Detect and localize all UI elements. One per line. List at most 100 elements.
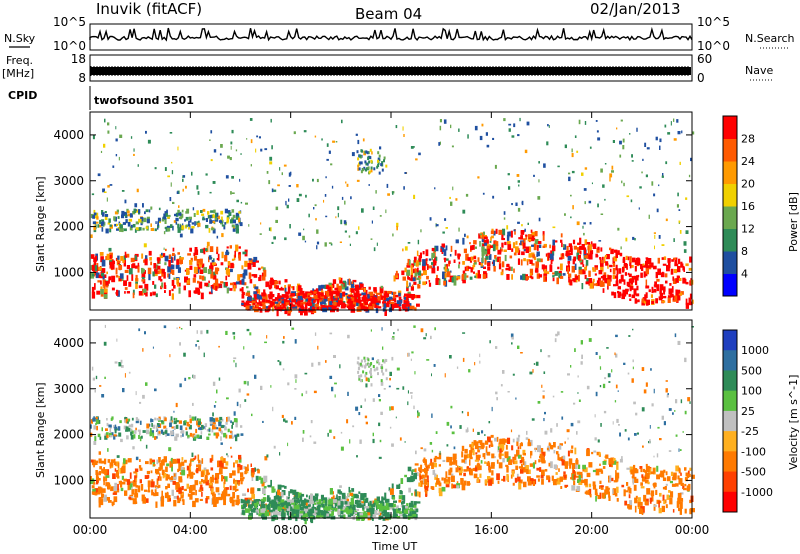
power-echo [673, 269, 678, 274]
velocity-echo [219, 416, 223, 420]
power-echo [181, 209, 184, 213]
power-echo [313, 207, 315, 210]
velocity-echo [180, 431, 182, 434]
velocity-echo [233, 411, 236, 416]
power-echo [510, 266, 513, 271]
power-echo [345, 181, 347, 184]
power-echo [146, 218, 150, 224]
power-echo [536, 273, 540, 279]
power-echo [445, 245, 448, 251]
velocity-echo [293, 505, 298, 510]
power-echo [334, 287, 339, 291]
power-echo [682, 277, 686, 284]
power-echo [118, 156, 120, 161]
velocity-echo [652, 468, 656, 473]
power-echo [288, 185, 291, 187]
power-echo [260, 222, 262, 225]
velocity-echo [369, 371, 372, 374]
power-echo [126, 275, 129, 281]
velocity-echo [117, 475, 120, 479]
velocity-echo [184, 488, 187, 491]
power-echo [631, 275, 635, 283]
power-echo [671, 286, 674, 293]
velocity-echo [95, 375, 98, 380]
power-echo [559, 257, 563, 260]
velocity-echo [619, 432, 621, 437]
power-echo [583, 188, 587, 191]
velocity-echo [330, 508, 333, 513]
power-echo [477, 176, 480, 179]
velocity-echo [668, 495, 672, 498]
power-echo [549, 265, 553, 272]
velocity-echo [137, 429, 141, 432]
power-echo [116, 223, 118, 226]
power-echo [193, 252, 196, 256]
power-echo [377, 296, 381, 302]
velocity-echo [521, 463, 523, 470]
velocity-echo [261, 513, 265, 517]
velocity-echo [662, 477, 667, 481]
velocity-echo [196, 468, 199, 474]
velocity-echo [102, 488, 106, 493]
velocity-echo [276, 503, 280, 508]
power-echo [95, 221, 99, 224]
velocity-echo [336, 506, 340, 512]
velocity-echo [250, 507, 255, 511]
power-echo [637, 258, 641, 266]
power-echo [640, 272, 643, 278]
power-echo [196, 210, 199, 215]
power-echo [592, 267, 595, 270]
power-echo [646, 257, 649, 265]
velocity-echo [199, 498, 203, 501]
power-echo [369, 148, 372, 152]
power-echo [153, 263, 157, 269]
power-echo [157, 265, 161, 270]
power-echo [602, 184, 605, 188]
velocity-echo [112, 492, 117, 495]
power-echo [268, 300, 273, 304]
power-echo [586, 278, 591, 282]
velocity-echo [424, 485, 429, 492]
power-echo [235, 225, 239, 229]
velocity-echo [381, 369, 383, 373]
power-echo [538, 241, 542, 244]
power-echo [184, 219, 187, 222]
velocity-echo [352, 425, 355, 428]
power-echo [349, 243, 351, 246]
power-echo [631, 154, 633, 158]
velocity-echo [389, 377, 391, 381]
velocity-echo [618, 424, 620, 426]
power-echo [652, 290, 657, 293]
power-echo [310, 304, 315, 307]
power-echo [513, 252, 517, 256]
velocity-echo [165, 473, 169, 481]
power-echo [121, 214, 125, 219]
velocity-echo [211, 454, 214, 461]
velocity-echo [264, 341, 267, 344]
velocity-echo [651, 494, 654, 498]
power-echo [96, 290, 101, 295]
velocity-echo [467, 466, 469, 472]
power-echo [592, 269, 597, 272]
power-echo [603, 272, 607, 278]
velocity-echo [670, 471, 674, 476]
power-echo [594, 265, 598, 270]
power-echo [406, 296, 409, 301]
power-echo [425, 281, 428, 285]
power-echo [609, 247, 612, 251]
velocity-echo [120, 480, 123, 488]
power-echo [380, 297, 385, 300]
velocity-echo [302, 430, 305, 434]
power-echo [100, 289, 104, 295]
velocity-echo [201, 479, 203, 482]
velocity-echo [297, 492, 302, 496]
velocity-echo [198, 345, 200, 350]
velocity-echo [200, 484, 203, 490]
power-echo [124, 211, 128, 216]
velocity-echo [96, 479, 99, 485]
power-echo [277, 306, 282, 311]
power-echo [428, 258, 432, 261]
velocity-echo [616, 498, 619, 502]
power-echo [91, 264, 95, 272]
power-echo [542, 234, 545, 241]
